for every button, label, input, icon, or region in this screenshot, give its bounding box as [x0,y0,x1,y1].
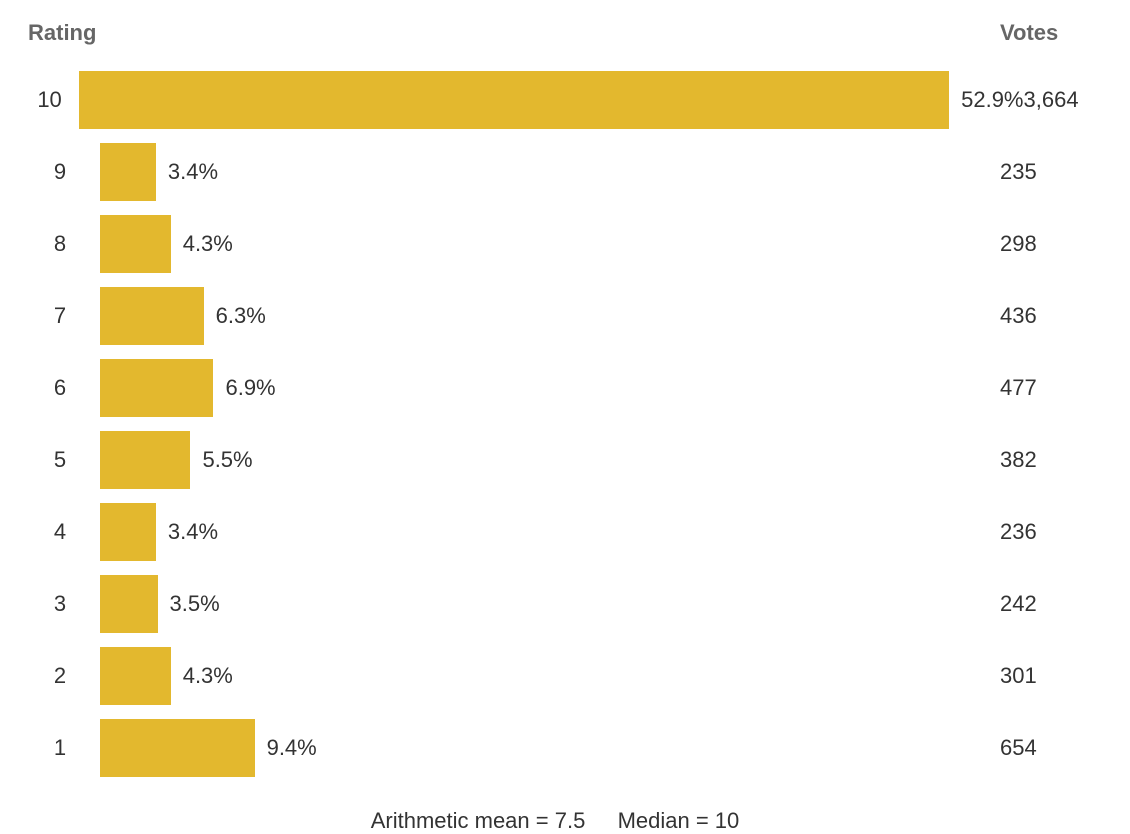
votes-label: 235 [1000,159,1090,185]
rating-row: 3 3.5% 242 [20,568,1090,640]
rating-row: 10 52.9%3,664 [20,64,1090,136]
rating-row: 8 4.3% 298 [20,208,1090,280]
bar [100,575,158,633]
rating-label: 4 [20,519,100,545]
rating-label: 3 [20,591,100,617]
percent-label: 3.4% [168,159,218,185]
bar [79,71,949,129]
percent-label: 3.4% [168,519,218,545]
bar [100,143,156,201]
chart-rows: 1052.9%3,66493.4%23584.3%29876.3%43666.9… [20,64,1090,784]
votes-label: 242 [1000,591,1090,617]
percent-label: 52.9% [961,87,1023,113]
bar-zone: 6.9% [100,359,1000,417]
percent-label: 4.3% [183,663,233,689]
rating-row: 2 4.3% 301 [20,640,1090,712]
header-rating-label: Rating [20,20,100,46]
percent-label: 6.3% [216,303,266,329]
header-votes-label: Votes [1000,20,1090,46]
bar-zone: 6.3% [100,287,1000,345]
percent-label: 9.4% [267,735,317,761]
mean-value: 7.5 [555,808,586,833]
chart-header: Rating Votes [20,20,1090,46]
bar [100,719,255,777]
bar [100,359,213,417]
median-label: Median = [618,808,715,833]
votes-label: 477 [1000,375,1090,401]
median-value: 10 [715,808,739,833]
rating-label: 10 [20,87,79,113]
rating-row: 6 6.9% 477 [20,352,1090,424]
bar-zone: 4.3% [100,215,1000,273]
rating-row: 1 9.4% 654 [20,712,1090,784]
votes-label: 298 [1000,231,1090,257]
rating-label: 8 [20,231,100,257]
votes-label: 382 [1000,447,1090,473]
bar [100,647,171,705]
bar-zone: 3.4% [100,143,1000,201]
percent-label: 6.9% [225,375,275,401]
bar [100,431,190,489]
bar-zone: 5.5% [100,431,1000,489]
votes-label: 436 [1000,303,1090,329]
votes-label: 236 [1000,519,1090,545]
bar [100,215,171,273]
percent-label: 3.5% [170,591,220,617]
percent-label: 5.5% [202,447,252,473]
rating-row: 5 5.5% 382 [20,424,1090,496]
rating-label: 6 [20,375,100,401]
rating-row: 9 3.4% 235 [20,136,1090,208]
rating-label: 7 [20,303,100,329]
chart-footer: Arithmetic mean = 7.5 Median = 10 [20,808,1090,834]
mean-label: Arithmetic mean = [371,808,555,833]
rating-row: 7 6.3% 436 [20,280,1090,352]
bar-zone: 4.3% [100,647,1000,705]
rating-label: 1 [20,735,100,761]
votes-label: 654 [1000,735,1090,761]
votes-label: 3,664 [1024,87,1091,113]
votes-label: 301 [1000,663,1090,689]
bar-zone: 52.9% [79,71,1023,129]
bar-zone: 3.4% [100,503,1000,561]
bar-zone: 3.5% [100,575,1000,633]
rating-label: 2 [20,663,100,689]
bar [100,503,156,561]
rating-distribution-chart: Rating Votes 1052.9%3,66493.4%23584.3%29… [0,0,1130,826]
bar-zone: 9.4% [100,719,1000,777]
rating-row: 4 3.4% 236 [20,496,1090,568]
percent-label: 4.3% [183,231,233,257]
bar [100,287,204,345]
rating-label: 5 [20,447,100,473]
rating-label: 9 [20,159,100,185]
